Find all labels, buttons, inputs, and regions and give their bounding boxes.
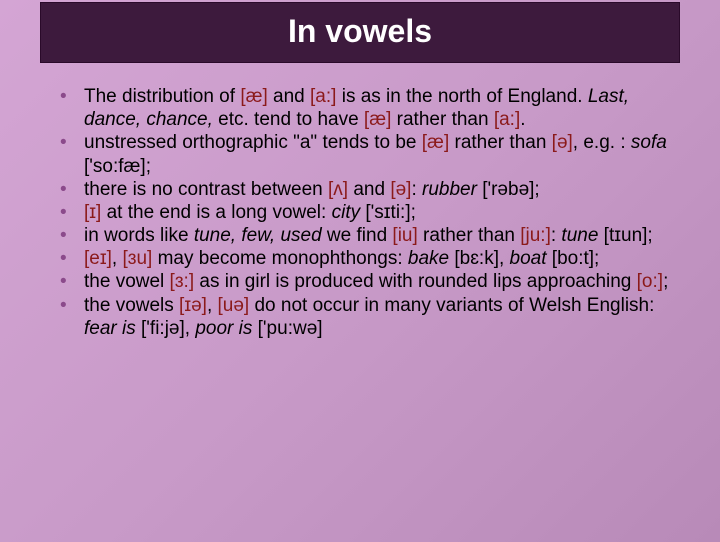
ipa-symbol: [ɪə] [179, 295, 207, 316]
text: rather than [418, 225, 520, 246]
text: do not occur in many variants of Welsh E… [249, 295, 654, 316]
text: ; [663, 271, 668, 292]
text: [bɛ:k], [449, 248, 509, 269]
list-item: [ɪ] at the end is a long vowel: city ['s… [60, 201, 670, 224]
text: ['so:fæ]; [84, 156, 151, 177]
ipa-symbol: [uə] [218, 295, 250, 316]
text: the vowels [84, 295, 179, 316]
ipa-symbol: [eɪ] [84, 248, 112, 269]
bullet-list: The distribution of [æ] and [a:] is as i… [60, 85, 670, 340]
text: etc. tend to have [213, 109, 364, 130]
ipa-symbol: [æ] [422, 132, 449, 153]
ipa-symbol: [æ] [240, 86, 267, 107]
text: in words like [84, 225, 194, 246]
list-item: the vowel [ɜ:] as in girl is produced wi… [60, 270, 670, 293]
text: rather than [449, 132, 551, 153]
list-item: in words like tune, few, used we find [i… [60, 224, 670, 247]
list-item: [eɪ], [ɜu] may become monophthongs: bake… [60, 247, 670, 270]
example-word: bake [408, 248, 449, 269]
text: and [348, 179, 390, 200]
text: there is no contrast between [84, 179, 328, 200]
text: may become monophthongs: [152, 248, 408, 269]
list-item: there is no contrast between [ʌ] and [ə]… [60, 178, 670, 201]
example-word: tune [561, 225, 598, 246]
ipa-symbol: [ɜu] [122, 248, 152, 269]
ipa-symbol: [ɜ:] [170, 271, 195, 292]
text: ['pu:wə] [252, 318, 322, 339]
example-word: boat [510, 248, 547, 269]
ipa-symbol: [ʌ] [328, 179, 348, 200]
text: ['sɪti:]; [360, 202, 416, 223]
list-item: the vowels [ɪə], [uə] do not occur in ma… [60, 294, 670, 340]
text: the vowel [84, 271, 170, 292]
text: unstressed orthographic "a" tends to be [84, 132, 422, 153]
text: and [268, 86, 310, 107]
ipa-symbol: [o:] [637, 271, 663, 292]
example-word: poor is [195, 318, 252, 339]
text: , e.g. : [573, 132, 631, 153]
text: The distribution of [84, 86, 240, 107]
text: at the end is a long vowel: [101, 202, 331, 223]
ipa-symbol: [æ] [364, 109, 391, 130]
slide-title: In vowels [40, 2, 680, 63]
text: rather than [391, 109, 493, 130]
text: as in girl is produced with rounded lips… [194, 271, 637, 292]
text: ['rəbə]; [477, 179, 540, 200]
text: we find [322, 225, 393, 246]
text: ['fi:jə], [136, 318, 196, 339]
ipa-symbol: [ɪ] [84, 202, 101, 223]
example-word: city [332, 202, 361, 223]
ipa-symbol: [a:] [494, 109, 520, 130]
ipa-symbol: [a:] [310, 86, 336, 107]
ipa-symbol: [ju:] [520, 225, 551, 246]
text: [tɪun]; [598, 225, 652, 246]
slide-content: The distribution of [æ] and [a:] is as i… [0, 63, 720, 360]
ipa-symbol: [ə] [552, 132, 573, 153]
example-word: fear is [84, 318, 136, 339]
list-item: The distribution of [æ] and [a:] is as i… [60, 85, 670, 131]
ipa-symbol: [ə] [390, 179, 411, 200]
text: . [520, 109, 525, 130]
text: [bo:t]; [547, 248, 600, 269]
text: , [112, 248, 123, 269]
example-word: tune, few, used [194, 225, 322, 246]
list-item: unstressed orthographic "a" tends to be … [60, 131, 670, 177]
ipa-symbol: [iu] [392, 225, 417, 246]
example-word: rubber [422, 179, 477, 200]
text: is as in the north of England. [336, 86, 587, 107]
text: , [207, 295, 218, 316]
text: : [551, 225, 562, 246]
text: : [411, 179, 422, 200]
example-word: sofa [631, 132, 667, 153]
